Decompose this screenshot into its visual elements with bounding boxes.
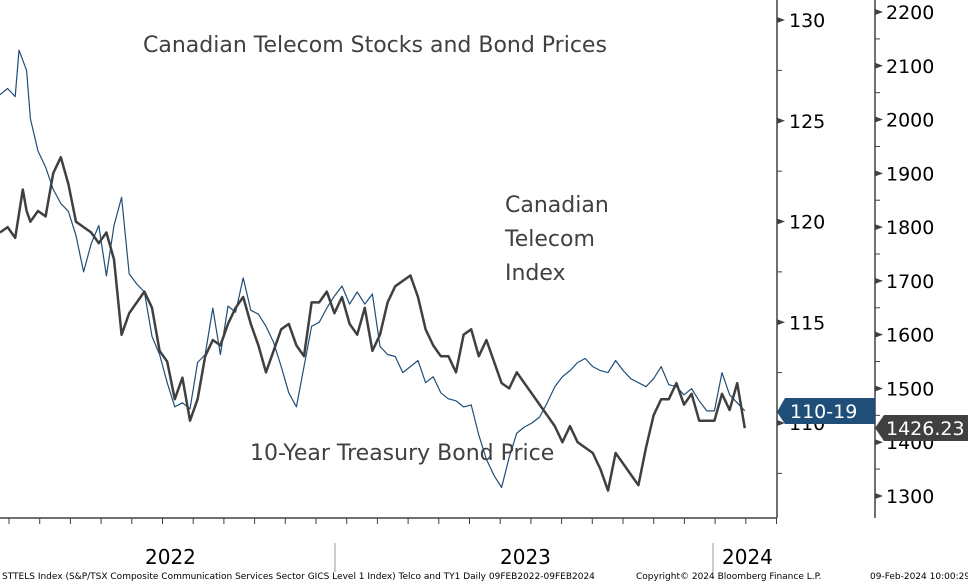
right-tick-marker [875,224,883,231]
right-tick-marker [875,331,883,338]
bond-label: 10-Year Treasury Bond Price [250,441,554,466]
left-tick-marker [777,218,785,225]
x-axis-ticks [8,518,777,524]
footer-source: STTELS Index (S&P/TSX Composite Communic… [2,572,595,582]
series-group [0,49,747,492]
right-tick-label: 2000 [886,110,934,132]
year-label-2024: 2024 [722,545,773,569]
right-tick-marker [875,385,883,392]
bond-price-line [0,49,746,489]
right-tick-marker [875,170,883,177]
footer-copyright: Copyright© 2024 Bloomberg Finance L.P. [636,572,822,582]
right-tick-marker [875,493,883,499]
right-tick-marker [875,9,883,15]
right-tick-label: 1700 [886,271,934,293]
right-tick-label: 1600 [886,325,934,347]
telecom-last-value: 1426.23 [886,418,965,440]
chart-canvas: 110115120125130 130014001500160017001800… [0,0,968,572]
telecom-label-line-3: Index [505,261,566,286]
bond-last-value-tag: 110-19 [777,398,875,424]
year-label-2022: 2022 [145,545,196,569]
right-tick-marker [875,439,883,446]
telecom-index-line [0,155,747,492]
footer-timestamp: 09-Feb-2024 10:00:29 [870,572,968,582]
right-tick-label: 1900 [886,163,934,185]
telecom-label-line-2: Telecom [504,227,595,252]
bond-last-value: 110-19 [790,401,857,423]
plot-frame [0,0,876,572]
year-label-2023: 2023 [500,545,551,569]
right-tick-marker [875,277,883,284]
telecom-label-line-1: Canadian [505,193,609,218]
left-tick-marker [777,117,785,124]
right-tick-label: 1800 [886,217,934,239]
left-tick-label: 115 [789,312,825,334]
left-tick-label: 130 [789,10,825,32]
right-tick-marker [875,116,883,123]
left-tick-label: 120 [789,212,825,234]
right-tick-label: 1500 [886,378,934,400]
left-tick-marker [777,420,785,426]
left-tick-marker [777,17,785,23]
chart-title: Canadian Telecom Stocks and Bond Prices [143,33,607,58]
left-tick-marker [777,319,785,326]
telecom-last-value-tag: 1426.23 [875,415,968,441]
left-tick-label: 125 [789,111,825,133]
right-tick-label: 2200 [886,2,934,24]
right-tick-label: 1300 [886,486,934,508]
right-tick-marker [875,62,883,69]
right-tick-label: 2100 [886,56,934,78]
